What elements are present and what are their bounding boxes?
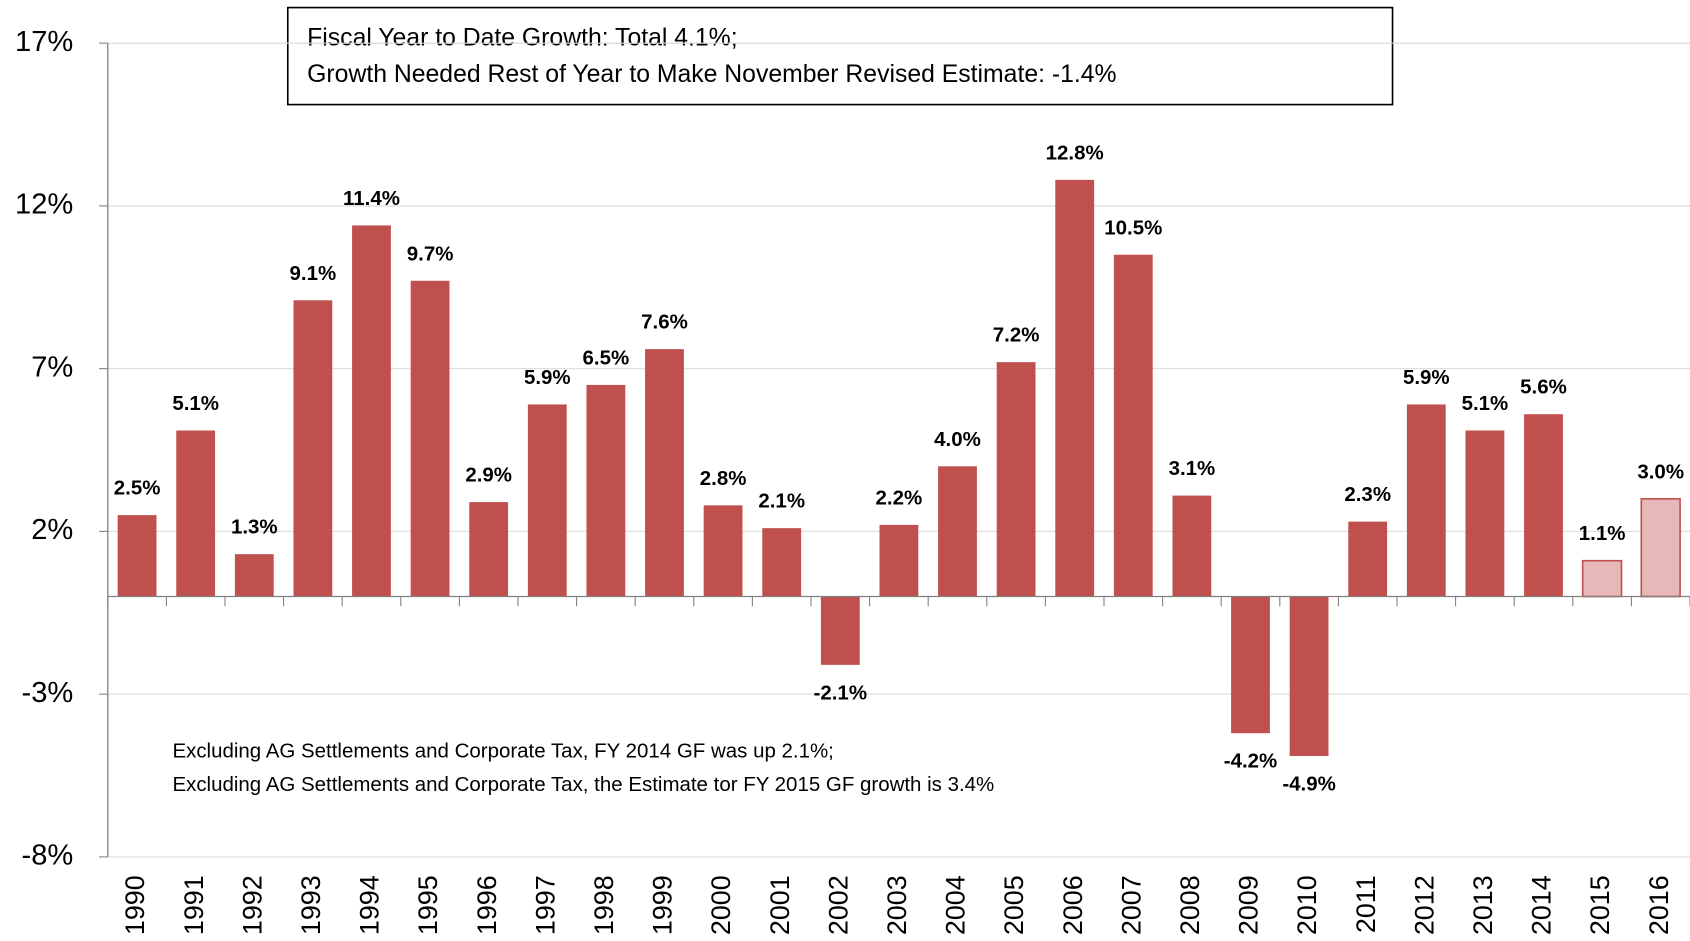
- y-tick-label: 12%: [15, 189, 73, 221]
- x-tick-label: 2012: [1409, 875, 1439, 935]
- x-tick-label: 1995: [413, 875, 443, 935]
- data-label: -4.2%: [1224, 750, 1277, 773]
- x-tick-label: 2009: [1234, 875, 1264, 935]
- x-tick-label: 2006: [1058, 875, 1088, 935]
- bar: [176, 430, 216, 597]
- data-label: 3.0%: [1637, 460, 1684, 483]
- data-label: 10.5%: [1104, 216, 1162, 239]
- data-label: 5.6%: [1520, 376, 1567, 399]
- x-tick-label: 2008: [1175, 875, 1205, 935]
- x-tick-label: 2005: [999, 875, 1029, 935]
- x-tick-label: 1994: [355, 875, 385, 935]
- data-label: 2.5%: [114, 477, 161, 500]
- data-label: 2.1%: [758, 490, 805, 513]
- data-label: 11.4%: [343, 187, 400, 210]
- data-label: 6.5%: [583, 346, 630, 369]
- data-label: -4.9%: [1282, 772, 1335, 795]
- x-tick-label: 2002: [823, 875, 853, 935]
- bar: [1055, 179, 1095, 597]
- bar: [586, 384, 626, 597]
- data-label: 4.0%: [934, 428, 981, 451]
- bar: [352, 225, 391, 597]
- x-tick-label: 2013: [1468, 875, 1498, 935]
- data-label: -2.1%: [814, 681, 867, 704]
- bar: [1406, 404, 1446, 597]
- bar: [645, 349, 684, 597]
- data-label: 5.9%: [524, 366, 571, 389]
- x-tick-label: 2011: [1351, 875, 1381, 933]
- y-tick-label: -3%: [22, 677, 74, 709]
- bar: [879, 524, 919, 597]
- annotation-line: Growth Needed Rest of Year to Make Novem…: [307, 61, 1116, 88]
- data-label: 9.1%: [290, 262, 337, 285]
- x-tick-label: 1992: [237, 875, 267, 935]
- bar: [527, 404, 567, 597]
- x-tick-label: 2016: [1644, 875, 1674, 935]
- data-label: 12.8%: [1046, 141, 1104, 164]
- bar: [1289, 596, 1329, 756]
- data-label: 1.1%: [1579, 522, 1626, 545]
- note-line: Excluding AG Settlements and Corporate T…: [172, 773, 994, 796]
- y-tick-label: 7%: [31, 351, 73, 383]
- bar: [1348, 521, 1388, 597]
- x-tick-label: 2015: [1585, 875, 1615, 935]
- bar: [293, 300, 333, 597]
- y-tick-label: 17%: [15, 26, 73, 58]
- bar: [703, 505, 743, 597]
- y-tick-label: -8%: [22, 840, 74, 872]
- bar: [820, 596, 860, 665]
- annotation-line: Fiscal Year to Date Growth: Total 4.1%;: [307, 24, 737, 51]
- data-label: 7.2%: [993, 324, 1040, 347]
- bar: [938, 466, 977, 597]
- annotation-box: [286, 6, 1394, 106]
- data-label: 9.7%: [407, 242, 454, 265]
- x-tick-label: 2014: [1527, 875, 1557, 935]
- data-label: 2.3%: [1344, 483, 1391, 506]
- x-tick-label: 1991: [179, 875, 209, 935]
- x-tick-label: 1997: [530, 875, 560, 935]
- x-tick-label: 2010: [1292, 875, 1322, 935]
- x-tick-label: 2007: [1116, 875, 1146, 935]
- data-label: 5.1%: [1462, 392, 1509, 415]
- bar: [1524, 414, 1563, 597]
- x-tick-label: 2003: [882, 875, 912, 935]
- data-label: 2.9%: [465, 464, 512, 487]
- x-tick-label: 1998: [589, 875, 619, 935]
- data-label: 1.3%: [231, 516, 278, 539]
- bar: [762, 528, 802, 597]
- data-label: 5.1%: [172, 392, 219, 415]
- bar: [1113, 254, 1153, 597]
- x-tick-label: 1993: [296, 875, 326, 935]
- bar: [410, 280, 450, 597]
- x-tick-label: 2004: [941, 875, 971, 935]
- bar: [1465, 430, 1505, 597]
- bar: [1172, 495, 1212, 597]
- y-tick-label: 2%: [31, 514, 73, 546]
- data-label: 2.2%: [876, 486, 923, 509]
- bar: [234, 554, 274, 597]
- x-tick-label: 2001: [765, 875, 795, 935]
- bar: [117, 515, 157, 597]
- bar: [1231, 596, 1270, 734]
- bar: [1581, 559, 1623, 598]
- note-line: Excluding AG Settlements and Corporate T…: [172, 740, 833, 763]
- bar: [469, 502, 509, 597]
- data-label: 3.1%: [1169, 457, 1216, 480]
- data-label: 5.9%: [1403, 366, 1450, 389]
- data-label: 7.6%: [641, 311, 688, 334]
- x-tick-label: 1996: [472, 875, 502, 935]
- bar: [996, 362, 1036, 597]
- x-tick-label: 1990: [120, 875, 150, 935]
- data-label: 2.8%: [700, 467, 747, 490]
- bar: [1640, 498, 1681, 598]
- x-tick-label: 2000: [706, 875, 736, 935]
- x-tick-label: 1999: [648, 875, 678, 935]
